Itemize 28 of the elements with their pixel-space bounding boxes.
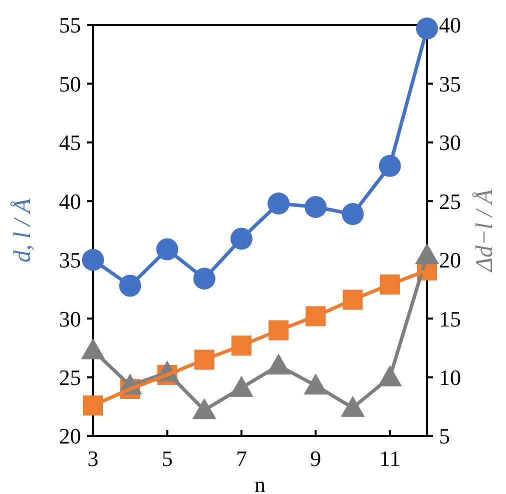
y-tick-label: 55 [59, 12, 81, 38]
point [415, 243, 439, 264]
y2-tick-label: 15 [439, 306, 461, 332]
y2-tick-label: 10 [439, 364, 461, 390]
y2-tick-label: 5 [439, 424, 450, 449]
y-tick-label: 35 [59, 248, 81, 273]
x-tick-label: 11 [379, 446, 400, 471]
x-tick-label: 9 [310, 446, 322, 471]
point [416, 18, 438, 40]
y2-tick-label: 20 [439, 248, 461, 273]
point [82, 248, 104, 271]
y-tick-label: 30 [59, 306, 81, 332]
y-tick-label: 20 [59, 424, 81, 449]
y-axis-title: d, l / Å [10, 198, 36, 262]
x-tick-label: 3 [88, 446, 98, 471]
y2-tick-label: 30 [439, 130, 461, 156]
x-tick-label: 7 [236, 446, 247, 471]
y-tick-label: 25 [59, 364, 81, 390]
y2-axis-title: Δd−l / Å [472, 189, 498, 273]
y-tick-label: 50 [59, 71, 81, 96]
y2-tick-label: 35 [439, 71, 461, 96]
point [83, 395, 103, 416]
x-axis-title: n [254, 472, 266, 494]
x-tick-label: 5 [162, 446, 173, 471]
y-tick-label: 45 [59, 130, 81, 156]
y2-tick-label: 40 [439, 12, 461, 38]
y-tick-label: 40 [59, 188, 81, 214]
y2-tick-label: 25 [439, 188, 461, 214]
